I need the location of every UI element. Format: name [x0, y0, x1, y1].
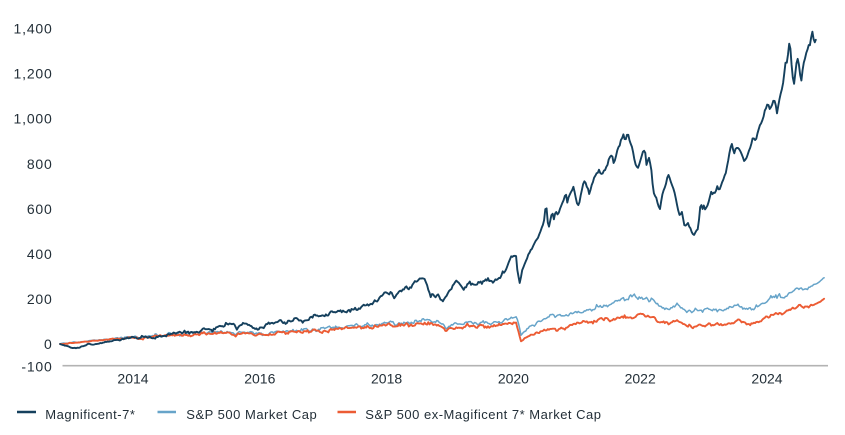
svg-text:400: 400: [27, 246, 53, 262]
svg-text:1,400: 1,400: [14, 21, 53, 37]
svg-text:600: 600: [27, 201, 53, 217]
svg-text:2016: 2016: [244, 371, 275, 387]
svg-text:-100: -100: [21, 359, 52, 375]
svg-text:2020: 2020: [498, 371, 529, 387]
svg-text:S&P 500 ex-Magificent 7* Marke: S&P 500 ex-Magificent 7* Market Cap: [365, 407, 601, 422]
svg-text:2022: 2022: [625, 371, 656, 387]
svg-text:1,200: 1,200: [14, 66, 53, 82]
svg-text:200: 200: [27, 291, 53, 307]
svg-text:Magnificent-7*: Magnificent-7*: [45, 407, 135, 422]
svg-text:0: 0: [44, 336, 53, 352]
svg-text:1,000: 1,000: [14, 111, 53, 127]
svg-text:800: 800: [27, 156, 53, 172]
svg-text:S&P 500 Market Cap: S&P 500 Market Cap: [186, 407, 317, 422]
svg-text:2024: 2024: [751, 371, 782, 387]
svg-text:2018: 2018: [371, 371, 402, 387]
svg-text:2014: 2014: [117, 371, 148, 387]
